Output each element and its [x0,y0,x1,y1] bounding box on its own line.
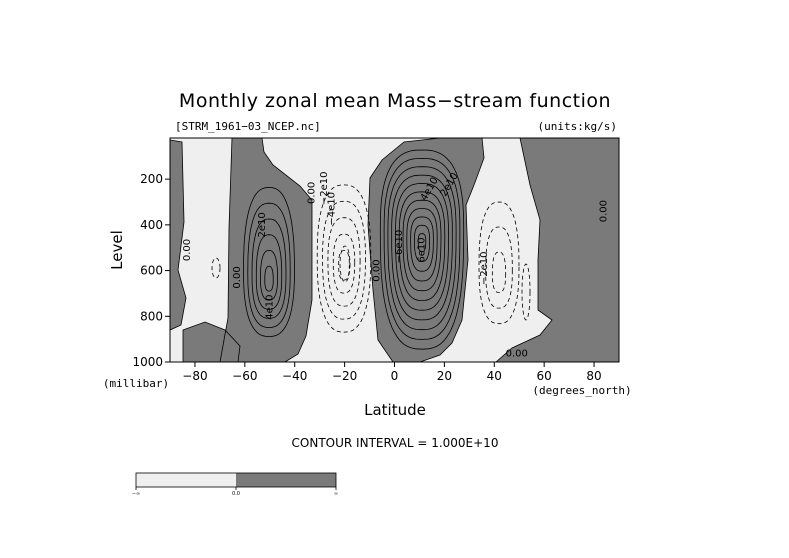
chart-title: Monthly zonal mean Mass−stream function [179,90,611,112]
colorbar: −∞ 0.0 ∞ [132,472,338,497]
southern-polar-positive-region [170,140,186,330]
contour-label: 6e10 [416,237,427,262]
northern-ferrel-cell-contour [485,226,513,309]
southern-ferrel-cell-contour [332,233,356,294]
hadley-cell-contour [414,224,430,262]
y-tick-label: 600 [140,264,163,278]
y-tick-label: 1000 [132,355,163,369]
x-axis: −80 −60 −40 −20 0 20 40 60 80 [182,362,602,383]
hadley-cell-contour [410,216,434,272]
y-axis: 200 400 600 800 1000 [132,172,170,369]
hadley-cell-contour [417,233,427,253]
southern-ferrel-cell-contour [338,250,350,281]
x-tick-label: −80 [182,369,207,383]
x-tick-label: −20 [332,369,357,383]
contour-label: 0.00 [182,239,193,261]
y-axis-units: (millibar) [103,377,169,390]
colorbar-label-pos-inf: ∞ [334,491,338,497]
southern-midlatitude-positive-region [220,138,312,362]
southern-ferrel-cell-contour [316,184,372,333]
hadley-cell-contour [398,191,446,301]
colorbar-label-zero: 0.0 [232,491,240,497]
zero-contour [367,138,485,362]
contour-label: 0.00 [232,266,243,288]
y-tick-label: 200 [140,172,163,186]
contour-label: −6e10 [394,230,405,264]
contour-lines [170,138,619,362]
x-axis-label: Latitude [364,401,426,419]
x-tick-label: 40 [487,369,502,383]
plot-area [170,138,619,362]
southern-polar-cell-contour [255,234,283,310]
hadley-cell-contour [391,174,453,321]
contour-interval-label: CONTOUR INTERVAL = 1.000E+10 [292,436,499,450]
colorbar-label-neg-inf: −∞ [132,491,140,497]
x-tick-label: 20 [437,369,452,383]
northern-ferrel-cell-contour [491,251,507,294]
minor-negative-contour [211,257,221,279]
zero-contour [219,138,313,362]
hadley-cell-contour [394,183,450,311]
units-label: (units:kg/s) [538,120,617,133]
southern-polar-cell-contour [243,187,295,337]
x-tick-label: −40 [282,369,307,383]
contour-label: −2e10 [319,171,330,205]
contour-label: 2e10 [257,212,268,237]
y-axis-label: Level [108,230,126,270]
minor-negative-contour [339,245,351,283]
zero-contour [170,139,187,331]
y-tick-label: 800 [140,309,163,323]
southern-polar-cell-contour [264,265,274,292]
contour-label: −2e10 [479,251,490,285]
y-tick-label: 400 [140,218,163,232]
contour-label: 0.00 [372,259,383,281]
hadley-positive-region [368,138,484,362]
hadley-cell-contour [379,149,465,350]
contour-label: 0.00 [506,348,528,359]
minor-negative-contour [521,263,531,321]
zero-contour [495,138,619,362]
contour-label: 4e10 [264,295,275,320]
contour-label: −4e10 [327,192,338,226]
colorbar-positive-swatch [236,473,336,487]
contour-label: 0.00 [599,200,610,222]
southern-polar-cell-contour [247,202,291,328]
southern-ferrel-cell-contour [322,200,366,320]
x-axis-units: (degrees_north) [532,384,631,397]
contour-label: 0.00 [307,182,318,204]
southern-polar-cell-contour [260,250,278,301]
southern-ferrel-cell-contour [327,217,361,307]
x-tick-label: 80 [586,369,601,383]
northern-high-latitude-positive-region [496,138,619,362]
southern-polar-cell-contour [251,218,287,319]
northern-ferrel-cell-contour [478,201,520,325]
zero-contour [182,321,241,362]
hadley-cell-contour [402,199,442,292]
x-tick-label: 60 [537,369,552,383]
x-tick-label: −60 [232,369,257,383]
file-label: [STRM_1961−03_NCEP.nc] [175,120,321,133]
hadley-cell-contour [383,157,461,340]
colorbar-negative-swatch [136,473,236,487]
hadley-cell-contour [406,208,438,282]
x-tick-label: 0 [391,369,399,383]
hadley-cell-contour [387,166,457,331]
